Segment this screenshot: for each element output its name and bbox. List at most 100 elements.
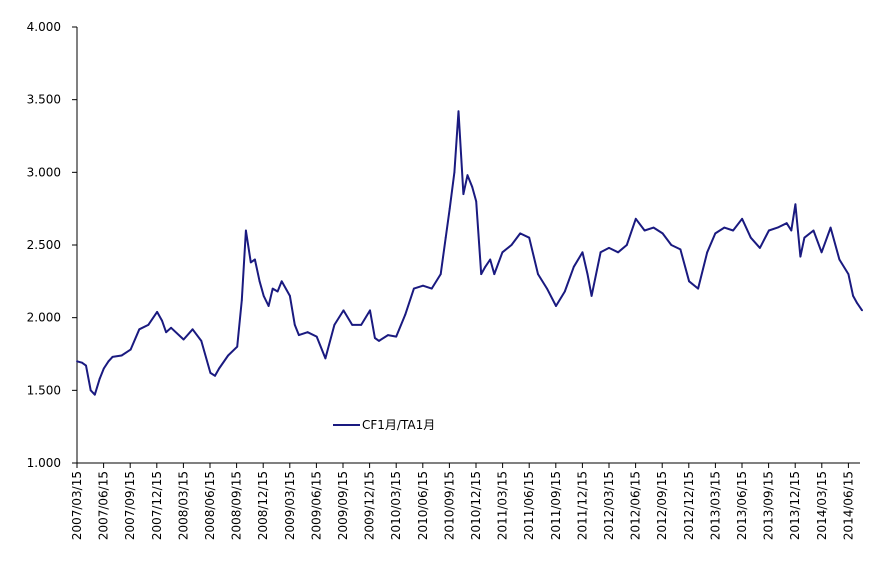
data-point: [387, 334, 389, 336]
x-tick-label: 2011/03/15: [496, 471, 510, 540]
data-point: [138, 328, 141, 331]
data-point: [76, 360, 78, 363]
data-point: [838, 258, 841, 261]
x-tick-label: 2008/03/15: [176, 471, 190, 540]
data-point: [466, 174, 469, 177]
data-point: [315, 335, 318, 338]
data-point: [670, 244, 673, 246]
data-point: [444, 236, 447, 239]
y-tick-label: 1.500: [27, 383, 61, 397]
data-point: [333, 324, 336, 326]
axes: [76, 27, 860, 464]
x-tick-label: 2013/06/15: [735, 471, 749, 540]
data-point: [306, 331, 309, 334]
data-point: [794, 203, 797, 206]
data-point: [510, 244, 513, 246]
data-point: [324, 357, 327, 360]
x-tick-label: 2010/09/15: [442, 471, 456, 540]
data-point: [847, 273, 850, 275]
data-point: [732, 229, 734, 232]
data-point: [293, 324, 296, 326]
data-point: [852, 295, 854, 297]
x-tick-label: 2011/12/15: [575, 471, 589, 540]
data-point: [209, 372, 212, 374]
x-axis-ticks: 2007/03/15 2007/06/15 2007/09/15 2007/12/15…: [70, 463, 855, 540]
data-point: [790, 229, 793, 232]
data-point: [714, 232, 717, 235]
data-point: [271, 287, 274, 290]
data-point: [652, 226, 655, 229]
data-point: [395, 335, 398, 338]
data-point: [439, 273, 442, 275]
data-point: [519, 232, 522, 235]
x-tick-label: 2013/09/15: [762, 471, 776, 540]
x-tick-label: 2010/06/15: [416, 471, 430, 540]
data-point: [89, 389, 92, 392]
data-point: [165, 331, 168, 334]
x-tick-label: 2012/03/15: [602, 471, 616, 540]
data-point: [861, 309, 863, 312]
data-point: [351, 324, 354, 326]
data-point: [643, 229, 646, 232]
data-point: [484, 265, 487, 268]
data-point: [245, 229, 247, 232]
x-tick-label: 2007/06/15: [97, 471, 111, 540]
y-tick-label: 1.000: [27, 456, 61, 470]
x-tick-label: 2011/06/15: [522, 471, 536, 540]
data-point: [93, 393, 96, 396]
data-point: [267, 305, 270, 307]
x-tick-label: 2008/09/15: [230, 471, 244, 540]
x-tick-label: 2014/03/15: [815, 471, 829, 540]
data-point: [422, 284, 424, 287]
data-point: [170, 326, 173, 329]
data-point: [661, 232, 664, 235]
data-point: [723, 226, 726, 229]
data-point: [462, 193, 465, 196]
data-point: [102, 367, 105, 370]
data-point: [586, 273, 589, 275]
data-point: [276, 290, 279, 293]
x-tick-label: 2007/12/15: [150, 471, 164, 540]
legend: CF1月/TA1月: [333, 418, 435, 432]
data-point: [471, 186, 474, 188]
data-point: [546, 287, 548, 290]
data-point: [812, 229, 815, 232]
data-point: [236, 345, 239, 348]
data-point: [98, 377, 101, 380]
y-tick-label: 4.000: [27, 20, 61, 34]
data-point: [129, 348, 132, 351]
y-tick-label: 2.500: [27, 238, 61, 252]
data-point: [785, 222, 788, 225]
data-point: [749, 236, 752, 239]
x-tick-label: 2009/06/15: [309, 471, 323, 540]
data-point: [625, 244, 628, 246]
data-point: [829, 226, 832, 229]
data-point: [448, 207, 451, 210]
data-point: [413, 287, 415, 290]
data-point: [214, 374, 216, 377]
data-point: [634, 217, 637, 220]
data-point: [227, 354, 230, 357]
data-point: [254, 258, 256, 261]
x-tick-label: 2014/06/15: [841, 471, 855, 540]
x-tick-label: 2009/12/15: [363, 471, 377, 540]
data-point: [555, 305, 557, 307]
data-point: [493, 273, 496, 275]
x-tick-label: 2012/06/15: [629, 471, 643, 540]
data-point: [501, 251, 504, 254]
data-point: [803, 236, 806, 239]
x-tick-label: 2010/03/15: [389, 471, 403, 540]
x-tick-label: 2007/03/15: [70, 471, 84, 540]
data-point: [608, 247, 610, 249]
data-point: [280, 280, 283, 283]
data-point: [81, 361, 83, 364]
y-tick-label: 3.000: [27, 165, 61, 179]
data-point: [856, 302, 858, 304]
legend-label: CF1月/TA1月: [362, 418, 435, 432]
data-point: [581, 251, 584, 254]
data-point: [768, 229, 770, 232]
plot-area: [76, 110, 863, 396]
x-tick-label: 2011/09/15: [549, 471, 563, 540]
